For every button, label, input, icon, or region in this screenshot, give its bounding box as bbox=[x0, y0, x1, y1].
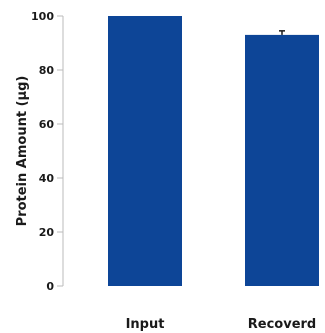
x-tick-labels: Input Recoverd bbox=[126, 317, 317, 332]
y-tick-label: 80 bbox=[39, 64, 55, 77]
y-tick-label: 0 bbox=[46, 280, 54, 293]
bar-recoverd bbox=[245, 34, 319, 287]
y-axis-label: Protein Amount (µg) bbox=[15, 76, 30, 227]
y-tick-label: 100 bbox=[31, 10, 54, 23]
y-tick-label: 20 bbox=[39, 226, 55, 239]
bars bbox=[108, 16, 319, 287]
y-tick-label: 40 bbox=[39, 172, 55, 185]
y-ticks: 0 20 40 60 80 100 bbox=[31, 10, 63, 293]
x-tick-label-recoverd: Recoverd bbox=[248, 317, 316, 332]
bar-input bbox=[108, 16, 182, 286]
y-tick-label: 60 bbox=[39, 118, 55, 131]
x-tick-label-input: Input bbox=[126, 317, 165, 332]
